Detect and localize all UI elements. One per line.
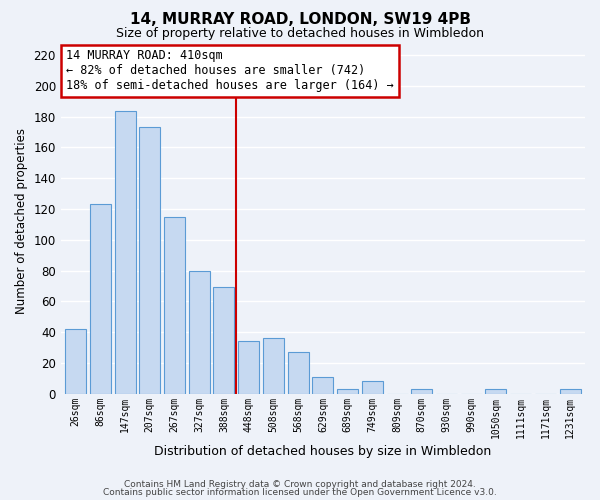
Bar (313, 376, 334, 394)
Bar (90, 204, 111, 394)
Text: Size of property relative to detached houses in Wimbledon: Size of property relative to detached ho… (116, 28, 484, 40)
Bar (189, 270, 210, 394)
Bar (485, 389, 506, 394)
Text: 14 MURRAY ROAD: 410sqm
← 82% of detached houses are smaller (742)
18% of semi-de: 14 MURRAY ROAD: 410sqm ← 82% of detached… (66, 49, 394, 92)
Bar (164, 216, 185, 394)
Bar (411, 389, 433, 394)
Text: Contains public sector information licensed under the Open Government Licence v3: Contains public sector information licen… (103, 488, 497, 497)
Bar (362, 382, 383, 394)
Bar (214, 288, 235, 394)
Bar (115, 110, 136, 394)
Bar (263, 338, 284, 394)
Text: Contains HM Land Registry data © Crown copyright and database right 2024.: Contains HM Land Registry data © Crown c… (124, 480, 476, 489)
Bar (287, 352, 308, 394)
Bar (238, 342, 259, 394)
Bar (139, 128, 160, 394)
Y-axis label: Number of detached properties: Number of detached properties (15, 128, 28, 314)
X-axis label: Distribution of detached houses by size in Wimbledon: Distribution of detached houses by size … (154, 444, 491, 458)
Bar (560, 389, 581, 394)
Text: 14, MURRAY ROAD, LONDON, SW19 4PB: 14, MURRAY ROAD, LONDON, SW19 4PB (130, 12, 470, 28)
Bar (337, 389, 358, 394)
Bar (65, 329, 86, 394)
